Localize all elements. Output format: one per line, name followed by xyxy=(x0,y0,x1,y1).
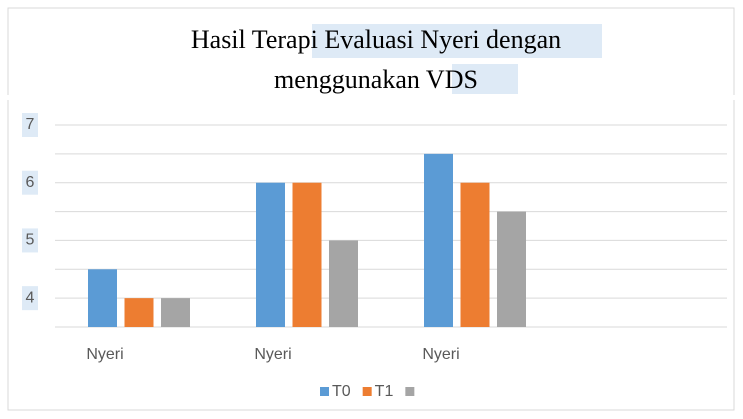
bar xyxy=(161,298,190,327)
y-tick-label: 7 xyxy=(26,116,35,133)
y-tick-label: 4 xyxy=(26,289,35,306)
bar xyxy=(256,182,285,327)
y-tick-highlight xyxy=(22,170,38,195)
y-tick-highlight xyxy=(22,228,38,253)
y-tick-highlight xyxy=(22,286,38,311)
bar xyxy=(124,298,154,327)
y-tick-label: 6 xyxy=(26,174,35,191)
y-tick-highlight xyxy=(22,113,38,137)
y-tick-label: 5 xyxy=(26,232,35,249)
legend-swatch xyxy=(405,387,415,396)
x-tick-label: Nyeri xyxy=(254,346,291,363)
legend-label: T0 xyxy=(332,383,351,400)
x-tick-label: Nyeri xyxy=(86,346,123,363)
title-highlight xyxy=(312,24,602,58)
title-clip xyxy=(0,95,743,100)
bar xyxy=(88,269,117,327)
chart-title: menggunakan VDS xyxy=(274,65,478,94)
bar xyxy=(460,182,490,327)
chart-border xyxy=(7,7,735,411)
bar xyxy=(329,240,358,327)
bar xyxy=(497,211,526,327)
legend-swatch xyxy=(362,387,372,396)
x-tick-label: Nyeri xyxy=(422,346,459,363)
legend-swatch xyxy=(320,387,329,396)
title-highlight xyxy=(452,64,518,94)
legend-label: T1 xyxy=(375,383,394,400)
bar xyxy=(424,153,453,327)
bar xyxy=(292,182,322,327)
chart-title: Hasil Terapi Evaluasi Nyeri dengan xyxy=(191,25,561,54)
